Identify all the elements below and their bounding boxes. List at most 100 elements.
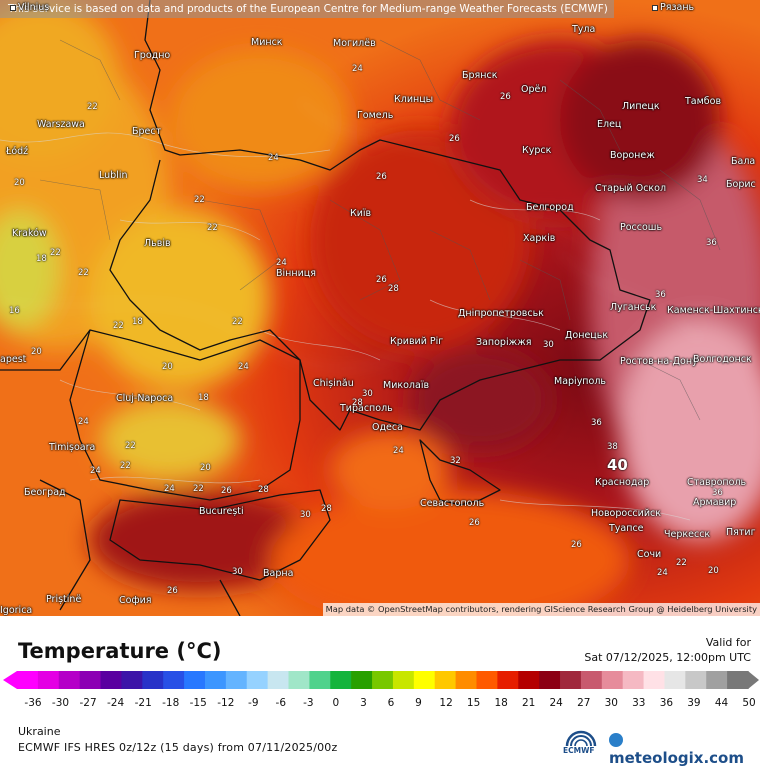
scale-swatch: [246, 671, 269, 689]
temp-value: 22: [78, 268, 89, 278]
city-label: Kraków: [12, 228, 47, 239]
map-canvas: [0, 0, 760, 616]
scale-tick-label: -27: [79, 697, 97, 709]
city-label: București: [199, 506, 244, 517]
temp-value: 20: [31, 347, 42, 357]
city-label: Туапсе: [609, 523, 644, 534]
scale-swatch: [225, 671, 248, 689]
city-label: Борис: [726, 179, 756, 190]
meteologix-logo[interactable]: meteologix.com: [609, 731, 760, 767]
city-label: Гомель: [357, 110, 394, 121]
temp-value: 22: [676, 558, 687, 568]
scale-tick-label: -36: [24, 697, 42, 709]
city-label: Дніпропетровськ: [458, 308, 544, 319]
city-label: Харків: [523, 233, 556, 244]
city-label: София: [119, 595, 152, 606]
ecmwf-notice-banner: This service is based on data and produc…: [0, 0, 614, 18]
scale-swatch: [184, 671, 206, 689]
city-label: Тирасполь: [340, 403, 393, 414]
temp-value: 26: [571, 540, 582, 550]
city-label: Воронеж: [610, 150, 655, 161]
city-label: Рязань: [652, 2, 694, 13]
scale-swatch: [476, 671, 498, 689]
city-label: Белгород: [526, 202, 574, 213]
city-label: Могилёв: [333, 38, 376, 49]
temp-value: 36: [655, 290, 666, 300]
scale-tick-label: -24: [107, 697, 125, 709]
scale-arrow-high: [748, 671, 759, 689]
scale-tick-label: -12: [217, 697, 235, 709]
temp-value: 36: [591, 418, 602, 428]
scale-swatch: [121, 671, 143, 689]
scale-tick-label: -30: [51, 697, 70, 709]
temp-value: 26: [469, 518, 480, 528]
scale-swatch: [706, 671, 728, 689]
city-label: Маріуполь: [554, 376, 607, 387]
temp-value: 22: [194, 195, 205, 205]
scale-tick-label: 6: [387, 697, 395, 709]
temp-value: 22: [87, 102, 98, 112]
city-label: Одеса: [372, 422, 403, 433]
scale-swatch: [518, 671, 540, 689]
city-label: Каменск-Шахтинский: [667, 305, 760, 316]
scale-swatch: [455, 671, 478, 689]
scale-swatch: [601, 671, 624, 689]
temp-value: 24: [352, 64, 363, 74]
city-label: Igorica: [0, 605, 33, 616]
temp-value: 30: [362, 389, 373, 399]
temp-value: 22: [50, 248, 61, 258]
scale-tick-label: 12: [439, 697, 453, 709]
region-name: Ukraine: [18, 725, 61, 738]
scale-tick-label: 30: [604, 697, 618, 709]
city-label: Краснодар: [595, 477, 650, 488]
map-attribution: Map data © OpenStreetMap contributors, r…: [322, 603, 760, 616]
temp-value: 32: [450, 456, 461, 466]
scale-tick-label: 21: [522, 697, 536, 709]
city-label: Тула: [572, 24, 596, 35]
city-label: Россошь: [620, 222, 663, 233]
city-label: Старый Оскол: [595, 183, 667, 194]
temperature-map[interactable]: This service is based on data and produc…: [0, 0, 760, 616]
scale-tick-label: 39: [687, 697, 701, 709]
temp-value: 28: [321, 504, 332, 514]
temp-value: 30: [232, 567, 243, 577]
temp-value: 36: [712, 488, 723, 498]
city-label: Priștinë: [46, 594, 82, 605]
scale-swatch: [17, 671, 39, 689]
city-label: Варна: [263, 568, 294, 579]
city-label: Брест: [132, 126, 162, 137]
brand-name: meteologix.com: [609, 749, 744, 767]
valid-time-block: Valid for Sat 07/12/2025, 12:00pm UTC: [584, 635, 751, 665]
city-label: Донецьк: [565, 330, 609, 341]
temp-value: 18: [132, 317, 143, 327]
temp-value: 22: [113, 321, 124, 331]
city-label: Пятиг: [726, 527, 756, 538]
temp-value: 36: [706, 238, 717, 248]
scale-swatch: [434, 671, 457, 689]
city-label: Черкесск: [664, 529, 711, 540]
temp-value: 30: [543, 340, 554, 350]
city-label: Львів: [144, 238, 171, 249]
city-label: Брянск: [462, 70, 498, 81]
scale-swatch: [664, 671, 686, 689]
scale-tick-label: 33: [632, 697, 646, 709]
scale-tick-label: 24: [549, 697, 563, 709]
scale-swatch: [351, 671, 373, 689]
scale-swatch: [497, 671, 519, 689]
temp-value: 28: [388, 284, 399, 294]
temp-value: 30: [300, 510, 311, 520]
scale-tick-label: -15: [189, 697, 207, 709]
temp-value: 24: [393, 446, 404, 456]
temp-value: 26: [221, 486, 232, 496]
city-label: Вінниця: [276, 268, 316, 279]
city-label: Timișoara: [49, 442, 96, 453]
city-label: Минск: [251, 37, 283, 48]
scale-swatch: [288, 671, 310, 689]
temp-value: 28: [352, 398, 363, 408]
ecmwf-logo-icon: [565, 730, 597, 747]
temp-value: 20: [708, 566, 719, 576]
city-label: Lublin: [99, 170, 128, 181]
city-label: Севастополь: [420, 498, 485, 509]
temp-value: 38: [607, 442, 618, 452]
temp-value: 24: [78, 417, 89, 427]
